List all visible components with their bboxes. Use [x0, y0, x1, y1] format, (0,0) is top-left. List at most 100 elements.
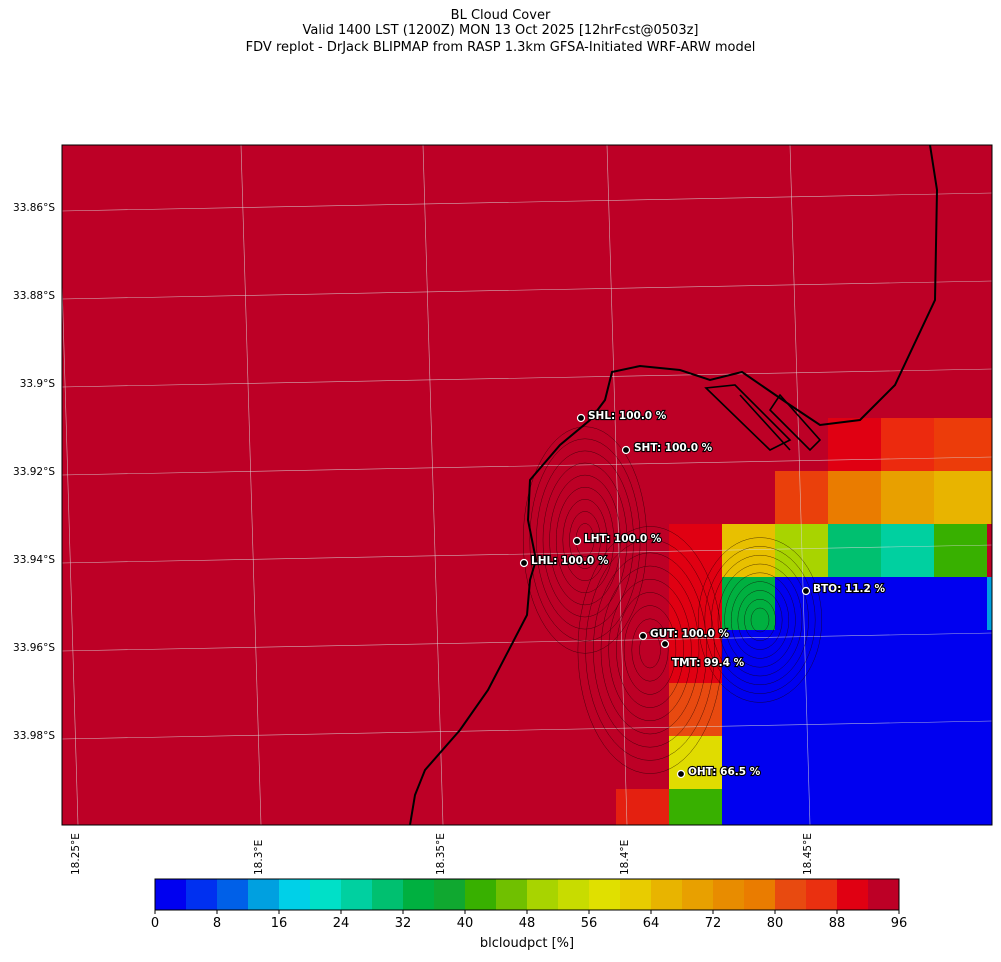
- grid-cell: [828, 471, 881, 524]
- terrain-contour: [697, 537, 823, 703]
- station-label: OHT: 66.5 %: [688, 766, 761, 778]
- colorbar-segment: [713, 879, 745, 910]
- colorbar-tick-label: 48: [518, 916, 536, 931]
- grid-cell: [722, 683, 992, 736]
- latitude-label: 33.88°S: [13, 290, 55, 302]
- latitude-gridline: [62, 456, 992, 476]
- terrain-contour: [639, 631, 661, 669]
- colorbar-tick-label: 56: [580, 916, 598, 931]
- colorbar-segment: [527, 879, 559, 910]
- colorbar-segment: [248, 879, 280, 910]
- station-marker[interactable]: [638, 631, 648, 641]
- grid-cell: [881, 524, 934, 577]
- latitude-label: 33.94°S: [13, 554, 55, 566]
- map-frame: [61, 144, 993, 826]
- grid-cell: [934, 418, 992, 471]
- latitude-gridline: [62, 632, 992, 652]
- longitude-label: 18.25°E: [70, 833, 82, 875]
- station-label: BTO: 11.2 %: [813, 583, 886, 595]
- station-marker[interactable]: [801, 586, 811, 596]
- terrain-contour: [750, 607, 770, 633]
- grid-cell: [828, 418, 881, 471]
- terrain-contour: [737, 590, 783, 650]
- colorbar-tick-label: 96: [890, 916, 908, 931]
- colorbar-tick-label: 32: [394, 916, 412, 931]
- grid-cell: [881, 418, 934, 471]
- colorbar-tick-label: 24: [332, 916, 350, 931]
- longitude-gridline: [789, 145, 811, 825]
- grid-cell: [722, 577, 775, 630]
- colorbar-label: blcloudpct [%]: [479, 936, 575, 951]
- longitude-gridline: [240, 145, 262, 825]
- harbour-breakwater: [704, 384, 822, 452]
- longitude-gridline: [606, 145, 628, 825]
- station-marker[interactable]: [576, 413, 586, 423]
- colorbar-segment: [868, 879, 900, 910]
- colorbar-tick-label: 40: [456, 916, 474, 931]
- colorbar-tick-label: 64: [642, 916, 660, 931]
- station-marker[interactable]: [676, 769, 686, 779]
- terrain-contour: [585, 539, 715, 761]
- terrain-contour: [577, 526, 723, 774]
- grid-cell: [934, 524, 987, 577]
- chart-subtitle-valid: Valid 1400 LST (1200Z) MON 13 Oct 2025 […: [302, 23, 699, 38]
- latitude-label: 33.96°S: [13, 642, 55, 654]
- latitude-label: 33.92°S: [13, 466, 55, 478]
- chart-subtitle-model: FDV replot - DrJack BLIPMAP from RASP 1.…: [245, 40, 756, 55]
- colorbar-segment: [496, 879, 528, 910]
- latitude-gridline: [62, 544, 992, 564]
- grid-cell: [669, 577, 722, 630]
- station-marker[interactable]: [519, 558, 529, 568]
- terrain-contour: [555, 486, 615, 594]
- station-label: LHT: 100.0 %: [584, 533, 662, 545]
- colorbar-segment: [651, 879, 683, 910]
- terrain-contour: [529, 438, 641, 642]
- terrain-contour: [600, 565, 700, 735]
- colorbar-tick-label: 88: [828, 916, 846, 931]
- grid-cell: [722, 789, 992, 825]
- longitude-label: 18.35°E: [435, 833, 447, 875]
- colorbar-segment: [310, 879, 342, 910]
- station-label: TMT: 99.4 %: [672, 657, 745, 669]
- terrain-contour: [542, 462, 628, 618]
- colorbar-tick-label: 8: [212, 916, 222, 931]
- station-marker[interactable]: [572, 536, 582, 546]
- station-label: LHL: 100.0 %: [531, 555, 609, 567]
- grid-cell: [987, 577, 992, 630]
- colorbar-segment: [434, 879, 466, 910]
- chart-title: BL Cloud Cover: [450, 8, 551, 23]
- colorbar-segment: [186, 879, 218, 910]
- coastline: [409, 145, 939, 825]
- latitude-label: 33.86°S: [13, 202, 55, 214]
- grid-cell: [881, 471, 934, 524]
- colorbar-segment: [589, 879, 621, 910]
- terrain-contour: [608, 578, 692, 722]
- colorbar-segment: [372, 879, 404, 910]
- longitude-gridline: [422, 145, 444, 825]
- latitude-label: 33.98°S: [13, 730, 55, 742]
- grid-cell: [669, 736, 722, 789]
- colorbar-segment: [775, 879, 807, 910]
- terrain-contour: [744, 598, 776, 642]
- terrain-contour: [704, 546, 816, 694]
- station-marker[interactable]: [660, 639, 670, 649]
- station-label: GUT: 100.0 %: [650, 628, 729, 640]
- grid-cell: [669, 789, 722, 825]
- colorbar-segment: [837, 879, 869, 910]
- longitude-label: 18.45°E: [802, 833, 814, 875]
- longitude-label: 18.4°E: [619, 840, 631, 875]
- latitude-gridline: [62, 368, 992, 388]
- latitude-label: 33.9°S: [20, 378, 56, 390]
- colorbar-tick-label: 0: [150, 916, 160, 931]
- colorbar-segment: [620, 879, 652, 910]
- station-marker[interactable]: [621, 445, 631, 455]
- terrain-contour: [616, 592, 684, 708]
- terrain-contour: [549, 474, 621, 606]
- colorbar-tick-label: 72: [704, 916, 722, 931]
- colorbar-segment: [558, 879, 590, 910]
- station-label: SHL: 100.0 %: [588, 410, 667, 422]
- colorbar-segment: [744, 879, 776, 910]
- grid-cell: [828, 524, 881, 577]
- terrain-contour: [569, 511, 601, 569]
- terrain-contour: [536, 450, 634, 630]
